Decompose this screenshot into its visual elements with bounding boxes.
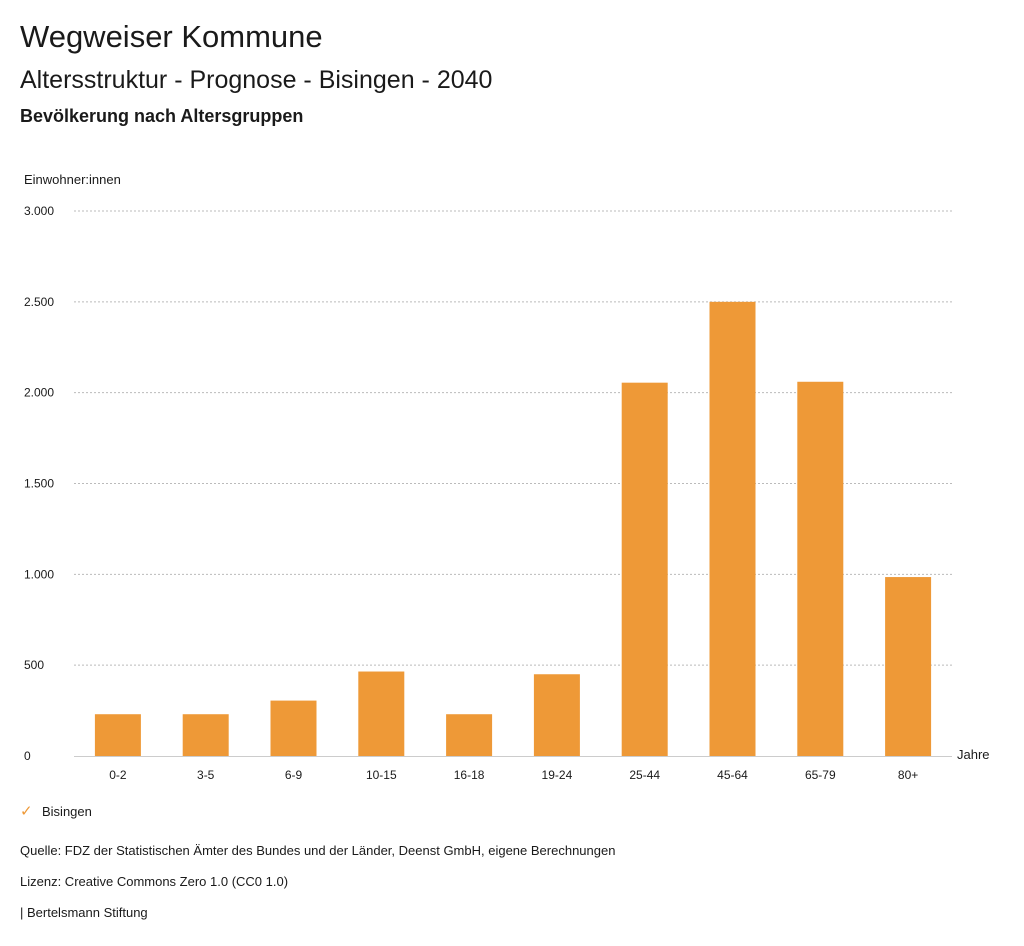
y-tick-label: 1.500 bbox=[24, 477, 54, 491]
x-tick-label: 16-18 bbox=[454, 768, 485, 782]
bar-25-44[interactable] bbox=[621, 382, 668, 756]
bar-3-5[interactable] bbox=[182, 714, 229, 756]
source-note: Quelle: FDZ der Statistischen Ämter des … bbox=[20, 843, 616, 858]
x-tick-labels: 0-2 3-5 6-9 10-15 16-18 19-24 25-44 45-64 65-79 8… bbox=[109, 768, 918, 782]
bar-chart: Einwohner:innen Jahre 0 500 1.000 1.500 2.00… bbox=[24, 172, 990, 782]
x-tick-label: 0-2 bbox=[109, 768, 127, 782]
bar-0-2[interactable] bbox=[94, 714, 141, 756]
bar-16-18[interactable] bbox=[446, 714, 493, 756]
x-tick-label: 25-44 bbox=[629, 768, 660, 782]
x-tick-label: 65-79 bbox=[805, 768, 836, 782]
bar-10-15[interactable] bbox=[358, 671, 405, 756]
check-icon: ✓ bbox=[20, 803, 33, 820]
x-tick-label: 6-9 bbox=[285, 768, 303, 782]
legend-label: Bisingen bbox=[42, 804, 92, 819]
x-axis-label: Jahre bbox=[957, 747, 990, 762]
y-tick-label: 500 bbox=[24, 658, 44, 672]
x-tick-label: 19-24 bbox=[542, 768, 573, 782]
y-tick-label: 1.000 bbox=[24, 567, 54, 581]
y-tick-label: 2.500 bbox=[24, 295, 54, 309]
y-tick-label: 2.000 bbox=[24, 386, 54, 400]
x-tick-label: 80+ bbox=[898, 768, 918, 782]
bar-45-64[interactable] bbox=[709, 301, 756, 756]
bar-80+[interactable] bbox=[885, 577, 932, 756]
brand-note: | Bertelsmann Stiftung bbox=[20, 905, 148, 920]
y-tick-label: 3.000 bbox=[24, 204, 54, 218]
y-tick-label: 0 bbox=[24, 749, 31, 763]
y-axis-label: Einwohner:innen bbox=[24, 172, 121, 187]
page-subtitle: Altersstruktur - Prognose - Bisingen - 2… bbox=[20, 66, 493, 94]
bar-65-79[interactable] bbox=[797, 381, 844, 756]
grid-lines: 0 500 1.000 1.500 2.000 2.500 3.000 bbox=[24, 204, 952, 763]
x-tick-label: 10-15 bbox=[366, 768, 397, 782]
bar-6-9[interactable] bbox=[270, 700, 317, 756]
bars bbox=[94, 301, 932, 756]
x-tick-label: 3-5 bbox=[197, 768, 215, 782]
app-title: Wegweiser Kommune bbox=[20, 19, 323, 54]
x-tick-label: 45-64 bbox=[717, 768, 748, 782]
legend-item-bisingen[interactable]: ✓ Bisingen bbox=[20, 803, 92, 821]
bar-19-24[interactable] bbox=[533, 674, 580, 756]
chart-title: Bevölkerung nach Altersgruppen bbox=[20, 106, 304, 126]
license-note: Lizenz: Creative Commons Zero 1.0 (CC0 1… bbox=[20, 874, 289, 889]
